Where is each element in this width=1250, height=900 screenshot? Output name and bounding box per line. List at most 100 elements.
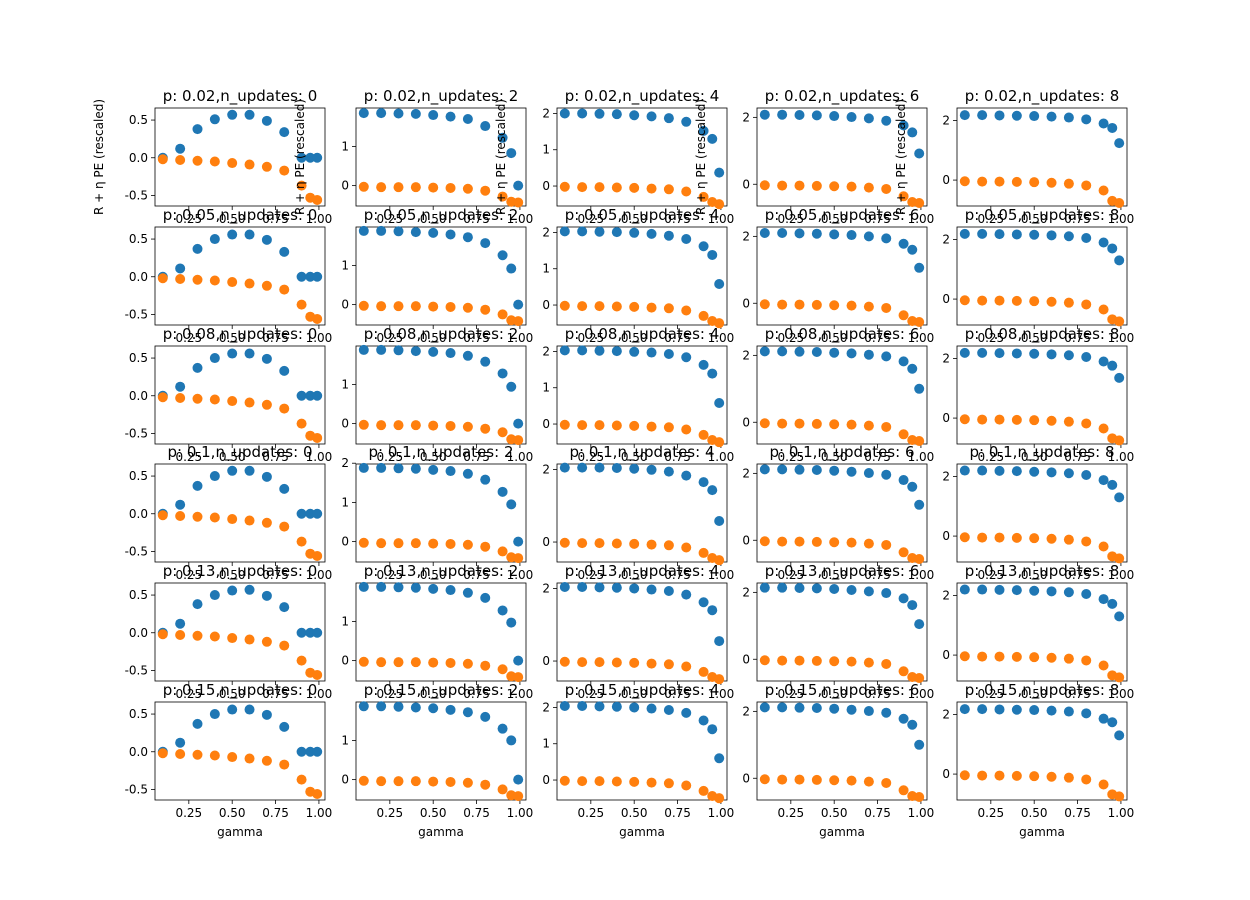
y-axis-label: R + η PE (rescaled) (494, 99, 508, 215)
data-point (829, 465, 840, 476)
data-point (577, 182, 588, 193)
y-tick-label: 0.0 (129, 745, 148, 759)
x-tick-label: 0.25 (977, 331, 1004, 345)
data-point (157, 748, 168, 759)
series-1 (157, 154, 323, 205)
x-tick-label: 0.25 (977, 568, 1004, 582)
data-point (611, 462, 622, 473)
data-point (959, 347, 970, 358)
data-point (777, 582, 788, 593)
data-point (1011, 295, 1022, 306)
data-point (959, 295, 970, 306)
data-point (863, 231, 874, 242)
x-tick-label: 1.00 (908, 212, 935, 226)
data-point (1107, 122, 1118, 133)
data-point (1098, 237, 1109, 248)
data-point (1114, 492, 1125, 503)
data-point (594, 538, 605, 549)
data-point (513, 299, 524, 310)
series-0 (759, 702, 925, 750)
data-point (428, 464, 439, 475)
y-tick-label: 0 (341, 298, 349, 312)
x-tick-label: 0.25 (376, 687, 403, 701)
x-tick-label: 0.50 (821, 687, 848, 701)
data-point (261, 280, 272, 291)
data-point (863, 113, 874, 124)
data-point (811, 347, 822, 358)
data-point (646, 228, 657, 239)
data-point (846, 466, 857, 477)
subplot-title: p: 0.15,n_updates: 8 (965, 681, 1120, 700)
data-point (305, 390, 316, 401)
x-tick-label: 0.50 (420, 450, 447, 464)
data-point (681, 470, 692, 481)
y-tick-label: 0 (742, 177, 750, 191)
data-point (846, 537, 857, 548)
subplot-4-4: 0.25 0.50 0.75 1.00 2 0 p: 0.13,n_updates: 8 (942, 562, 1134, 701)
data-point (629, 463, 640, 474)
y-tick-label: 0 (742, 771, 750, 785)
data-point (393, 108, 404, 119)
data-point (698, 125, 709, 136)
series-0 (759, 582, 925, 630)
x-tick-label: 0.25 (175, 212, 202, 226)
data-point (681, 424, 692, 435)
data-point (445, 420, 456, 431)
data-point (898, 429, 909, 440)
y-tick-label: 0 (542, 417, 550, 431)
data-point (480, 423, 491, 434)
data-point (898, 666, 909, 677)
data-point (279, 284, 290, 295)
subplot-title: p: 0.08,n_updates: 2 (364, 325, 519, 344)
data-point (376, 657, 387, 668)
data-point (393, 463, 404, 474)
x-tick-label: 1.00 (708, 687, 735, 701)
data-point (1098, 185, 1109, 196)
data-point (410, 227, 421, 238)
x-tick-label: 0.25 (977, 450, 1004, 464)
data-point (759, 418, 770, 429)
data-point (794, 180, 805, 191)
data-point (1081, 180, 1092, 191)
series-0 (358, 701, 524, 785)
subplot-title: p: 0.13,n_updates: 4 (565, 562, 720, 581)
subplot-title: p: 0.05,n_updates: 0 (163, 206, 318, 225)
y-tick-label: 1 (542, 143, 550, 157)
data-point (994, 651, 1005, 662)
data-point (312, 550, 323, 561)
data-point (209, 750, 220, 761)
series-0 (157, 109, 323, 163)
y-tick-label: 0.0 (129, 270, 148, 284)
series-0 (157, 704, 323, 757)
data-point (577, 776, 588, 787)
data-point (698, 715, 709, 726)
data-point (462, 350, 473, 361)
data-point (261, 517, 272, 528)
x-tick-label: 1.00 (908, 806, 935, 820)
subplot-3-2: 0.25 0.50 0.75 1.00 2 0 p: 0.1,n_updates: 4 (542, 443, 734, 582)
axes-frame (756, 226, 928, 326)
data-point (1107, 243, 1118, 254)
series-0 (157, 229, 323, 282)
data-point (192, 599, 203, 610)
data-point (279, 721, 290, 732)
series-0 (959, 110, 1125, 149)
subplot-title: p: 0.02,n_updates: 8 (965, 87, 1120, 106)
data-point (863, 657, 874, 668)
data-point (244, 634, 255, 645)
data-point (794, 536, 805, 547)
y-tick-label: -0.5 (125, 188, 148, 202)
series-0 (358, 581, 524, 666)
subplot-title: p: 0.15,n_updates: 2 (364, 681, 519, 700)
data-point (777, 655, 788, 666)
data-point (358, 775, 369, 786)
data-point (994, 584, 1005, 595)
x-tick-label: 0.25 (175, 806, 202, 820)
y-tick-label: 0.0 (129, 389, 148, 403)
axes-frame (355, 463, 527, 563)
data-point (1063, 468, 1074, 479)
data-point (794, 110, 805, 121)
subplot-4-1: 0.25 0.50 0.75 1.00 1 0 p: 0.13,n_updates: 2 (341, 562, 533, 701)
subplot-4-3: 0.25 0.50 0.75 1.00 2 0 p: 0.13,n_updates: 6 (742, 562, 934, 701)
